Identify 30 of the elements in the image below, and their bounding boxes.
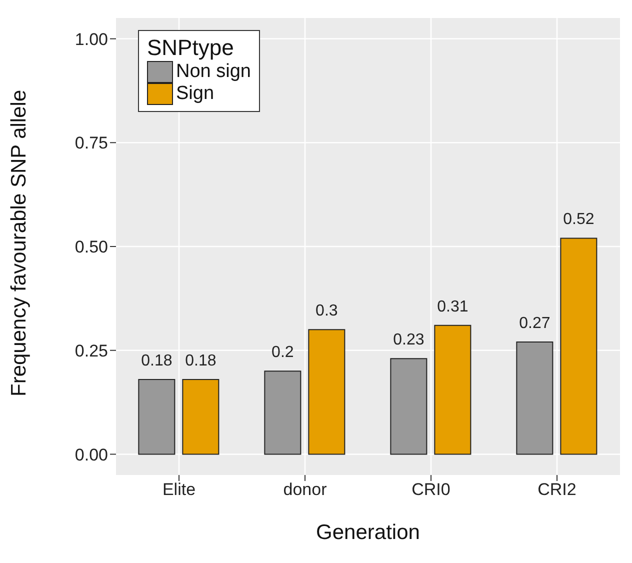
data-label: 0.23	[393, 332, 424, 349]
x-tick-label: Elite	[162, 480, 196, 500]
x-axis-title: Generation	[316, 521, 420, 544]
legend-label: Sign	[175, 83, 216, 105]
y-tick-label: 1.00	[74, 30, 108, 49]
x-tick-label: CRI0	[412, 480, 450, 500]
bar	[560, 238, 598, 455]
data-label: 0.2	[272, 344, 294, 362]
x-tick-label: CRI2	[538, 480, 576, 500]
data-label: 0.31	[437, 298, 468, 316]
legend-label: Non sign	[175, 61, 251, 83]
bar	[390, 358, 428, 455]
y-tick-label: 0.50	[74, 238, 108, 257]
data-label: 0.18	[141, 352, 172, 370]
bar	[516, 342, 554, 455]
x-tick-label: donor	[283, 480, 328, 500]
bar	[308, 329, 346, 455]
data-label: 0.52	[563, 211, 594, 228]
bar	[434, 324, 472, 455]
bar	[138, 378, 176, 455]
bar	[264, 370, 302, 455]
y-tick-label: 0.00	[74, 445, 108, 464]
legend-title: SNPtype	[147, 35, 235, 61]
bar	[182, 378, 220, 455]
y-axis-title: Frequency favourable SNP allele	[7, 90, 30, 396]
data-label: 0.18	[185, 352, 216, 370]
data-label: 0.3	[316, 302, 338, 320]
y-tick-label: 0.25	[74, 341, 108, 360]
y-tick-label: 0.75	[74, 134, 108, 153]
data-label: 0.27	[519, 315, 550, 332]
